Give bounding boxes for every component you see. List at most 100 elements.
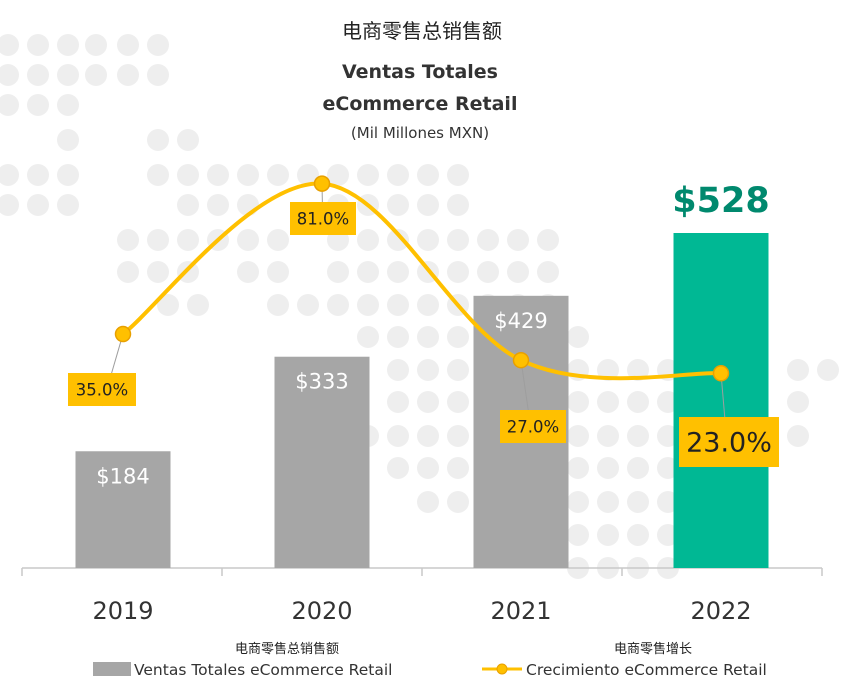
background-dot [387,457,409,479]
chart-subtitle: (Mil Millones MXN) [351,124,489,142]
background-dot [417,294,439,316]
background-dot [57,94,79,116]
x-tick-label-2021: 2021 [490,597,551,625]
x-tick-label-2020: 2020 [291,597,352,625]
background-dot [327,164,349,186]
background-dot [207,164,229,186]
background-dot [447,359,469,381]
bar-value-label-2019: $184 [96,464,149,488]
background-dot [177,164,199,186]
background-dot [117,261,139,283]
background-dot [267,261,289,283]
background-dot [0,34,19,56]
background-dot [267,229,289,251]
background-dot [817,359,839,381]
background-dot [567,491,589,513]
bar-2020 [274,356,370,568]
background-dot [0,64,19,86]
background-dot [627,457,649,479]
background-dot [117,34,139,56]
background-dot [537,229,559,251]
background-dot [417,164,439,186]
background-dot [327,294,349,316]
background-dot [117,229,139,251]
growth-label-box-2021 [500,410,566,443]
background-dot [477,261,499,283]
background-dot [147,34,169,56]
background-dot [237,164,259,186]
background-dot [507,229,529,251]
bar-value-label-2020: $333 [295,370,348,394]
background-dot [177,129,199,151]
x-axis-tick-labels: 2019 2020 2021 2022 [92,597,751,625]
background-dot [447,457,469,479]
background-dot [417,491,439,513]
background-dot [297,294,319,316]
background-dot [0,194,19,216]
legend-line-marker [496,663,508,675]
background-dot [787,359,809,381]
background-dot [447,194,469,216]
background-dot [357,326,379,348]
background-dot [177,229,199,251]
background-dot [567,391,589,413]
growth-point-2022 [712,365,730,382]
background-dot [447,326,469,348]
background-dot [357,164,379,186]
background-dot [297,164,319,186]
background-dot [27,34,49,56]
background-dot [85,34,107,56]
background-dot [387,359,409,381]
background-dot [85,64,107,86]
growth-line [121,181,723,381]
background-dot [387,164,409,186]
x-axis-ticks [21,568,823,576]
background-dot [267,164,289,186]
background-dot [787,425,809,447]
growth-label-2021: 27.0% [507,417,559,436]
background-dot [567,326,589,348]
growth-value-labels: 35.0% 81.0% 27.0% 23.0% [68,202,779,467]
background-dot [57,129,79,151]
growth-label-leaders [101,183,730,468]
background-dot [387,294,409,316]
background-dot [57,34,79,56]
growth-label-2022: 23.0% [686,428,772,459]
growth-label-2019: 35.0% [76,380,128,399]
bar-value-label-2021: $429 [494,309,547,333]
legend-line-name: Crecimiento eCommerce Retail [526,661,767,679]
background-dot [117,64,139,86]
background-dot [27,164,49,186]
background-dot [417,326,439,348]
background-dot [387,425,409,447]
background-dot [417,229,439,251]
background-dot [237,229,259,251]
background-dot [597,524,619,546]
background-dot [627,391,649,413]
background-dot [417,359,439,381]
background-dot [357,261,379,283]
background-dot [507,261,529,283]
x-tick-label-2019: 2019 [92,597,153,625]
background-dot [0,94,19,116]
background-dot [447,425,469,447]
background-dot [417,194,439,216]
growth-label-box-2019 [68,373,136,406]
background-dot [447,491,469,513]
background-dot [447,164,469,186]
background-dot [417,425,439,447]
growth-point-2020 [313,175,331,192]
background-dot [57,194,79,216]
background-dot [357,294,379,316]
background-dot [357,229,379,251]
growth-label-2020: 81.0% [297,209,349,228]
background-dot [237,261,259,283]
background-dot [417,457,439,479]
background-dot [27,64,49,86]
background-dot [627,491,649,513]
background-dot [327,261,349,283]
legend-line-name-cn: 电商零售增长 [614,641,692,657]
chart-title-line1: Ventas Totales [342,61,498,83]
background-dot [387,261,409,283]
background-dot [477,229,499,251]
